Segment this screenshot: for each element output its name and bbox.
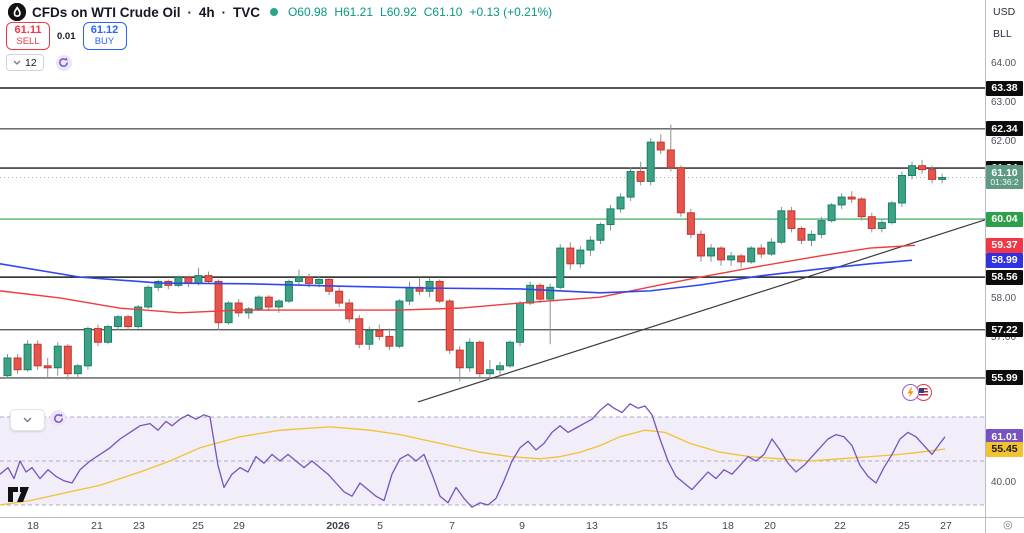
time-label: 13 (586, 520, 598, 532)
trendline (417, 219, 986, 403)
rsi-line (0, 403, 946, 508)
tradingview-logo-icon[interactable] (8, 487, 34, 507)
price-axis[interactable]: USD BLL 64.00 63.00 62.00 58.00 57.00 40.00 63… (986, 0, 1024, 517)
price-label[interactable]: 57.22 (986, 322, 1023, 338)
separator: · (221, 4, 226, 20)
market-status-badges[interactable] (902, 384, 932, 401)
time-label: 7 (449, 520, 455, 532)
price-tick: 62.00 (991, 136, 1017, 148)
time-label: 29 (233, 520, 245, 532)
time-label: 21 (91, 520, 103, 532)
ma-blue-line (0, 259, 913, 294)
price-label[interactable]: 59.37 (986, 237, 1023, 253)
rsi-ma-line (0, 426, 946, 506)
market-open-dot-icon[interactable] (269, 8, 278, 16)
refresh-icon[interactable] (55, 54, 72, 71)
time-label: 20 (764, 520, 776, 532)
trade-widget: 61.11 SELL 0.01 61.12 BUY (6, 22, 127, 50)
ohlc-values: O60.98 H61.21 L60.92 C61.10 +0.13 (+0.21… (287, 5, 553, 19)
time-label: 27 (940, 520, 952, 532)
price-tick: 63.00 (991, 96, 1017, 108)
price-tick: 40.00 (991, 477, 1017, 488)
symbol-title[interactable]: CFDs on WTI Crude Oil (32, 4, 181, 20)
price-label[interactable]: 61.10 01:36:2 (986, 165, 1023, 190)
indicator-value-label[interactable]: 55.45 (986, 441, 1023, 457)
price-label[interactable]: 62.34 (986, 121, 1023, 137)
price-tick: 58.00 (991, 293, 1017, 305)
time-label: 2026 (326, 520, 350, 532)
separator: · (187, 4, 192, 20)
chevron-down-icon (23, 417, 32, 423)
axis-settings-icon[interactable]: ◎ (1003, 519, 1013, 531)
price-label[interactable]: 60.04 (986, 211, 1023, 227)
time-label: 9 (519, 520, 525, 532)
time-label: 18 (27, 520, 39, 532)
change-value: +0.13 (+0.21%) (469, 5, 553, 19)
buy-button[interactable]: 61.12 BUY (82, 22, 127, 50)
indicator-value-label[interactable]: 61.01 (986, 429, 1023, 445)
unit-label: BLL (993, 28, 1012, 40)
ma-red-line (0, 244, 916, 314)
exchange-label[interactable]: TVC (232, 4, 260, 20)
indicator-collapse-button[interactable] (10, 409, 45, 431)
time-label: 22 (834, 520, 846, 532)
rsi-band (0, 416, 985, 506)
lightning-icon[interactable] (902, 384, 919, 401)
candlestick-series (3, 124, 947, 382)
time-axis[interactable]: 18 21 23 25 29 2026 5 7 9 13 15 18 20 22 25 27 (0, 518, 1024, 533)
spread-value: 0.01 (57, 30, 76, 42)
time-label: 5 (377, 520, 383, 532)
time-label: 15 (656, 520, 668, 532)
indicator-refresh-icon[interactable] (50, 410, 66, 426)
interval-button[interactable]: 4h (198, 4, 215, 20)
axis-separator (985, 0, 986, 533)
time-label: 25 (898, 520, 910, 532)
time-label: 18 (722, 520, 734, 532)
chevron-down-icon (13, 60, 21, 65)
time-label: 25 (192, 520, 204, 532)
currency-label: USD (993, 6, 1016, 18)
symbol-logo-icon[interactable] (8, 3, 26, 21)
price-label[interactable]: 55.99 (986, 370, 1023, 386)
symbol-header: CFDs on WTI Crude Oil · 4h · TVC O60.98 … (8, 3, 552, 21)
us-flag-icon[interactable] (915, 384, 932, 401)
price-tick: 64.00 (991, 57, 1017, 69)
price-tick: 57.00 (991, 332, 1017, 344)
time-axis-separator (0, 517, 1024, 518)
time-label: 23 (133, 520, 145, 532)
price-label[interactable]: 58.56 (986, 269, 1023, 285)
bars-count-dropdown[interactable]: 12 (6, 54, 44, 71)
price-label[interactable]: 58.99 (986, 252, 1023, 268)
price-levels (0, 87, 985, 379)
sell-button[interactable]: 61.11 SELL (6, 22, 50, 50)
price-label[interactable]: 63.38 (986, 80, 1023, 96)
